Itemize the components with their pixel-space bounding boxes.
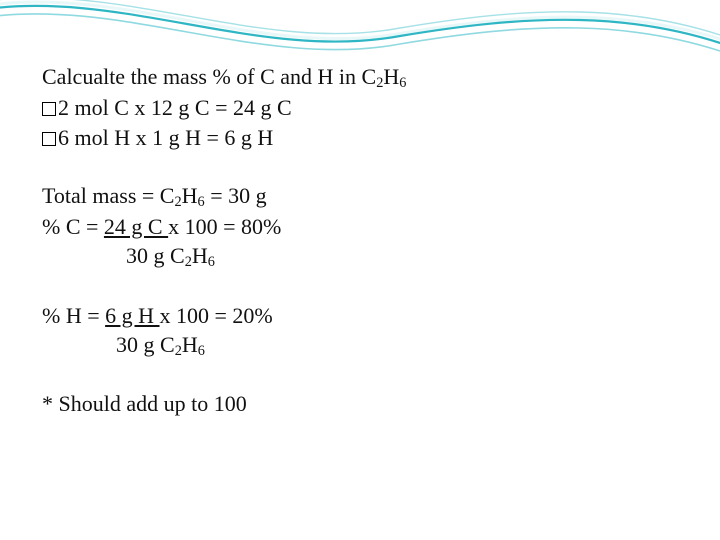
title-text-b: H [383, 64, 399, 89]
pctc-a: % C = [42, 214, 104, 239]
pcth-numerator: 6 g H [105, 303, 159, 328]
pct-h-denom-line: 30 g C2H6 [42, 330, 682, 361]
bullet-box-icon [42, 102, 56, 116]
pcth-denom-b: H [182, 332, 198, 357]
pctc-denom-a: 30 g C [126, 243, 185, 268]
sub-6: 6 [208, 254, 215, 270]
pct-h-line: % H = 6 g H x 100 = 20% [42, 301, 682, 331]
bullet-1-text: 2 mol C x 12 g C = 24 g C [58, 95, 292, 120]
pctc-denom-b: H [192, 243, 208, 268]
pcth-denom-a: 30 g C [116, 332, 175, 357]
total-c: = 30 g [205, 183, 267, 208]
pct-c-denom-line: 30 g C2H6 [42, 241, 682, 272]
pct-c-line: % C = 24 g C x 100 = 80% [42, 212, 682, 242]
bullet-line-2: 6 mol H x 1 g H = 6 g H [42, 123, 682, 153]
footnote-line: * Should add up to 100 [42, 389, 682, 419]
pcth-a: % H = [42, 303, 105, 328]
sub-2: 2 [174, 193, 181, 209]
title-text-a: Calcualte the mass % of C and H in C [42, 64, 376, 89]
sub-6: 6 [198, 193, 205, 209]
total-a: Total mass = C [42, 183, 174, 208]
footnote-text: * Should add up to 100 [42, 391, 247, 416]
total-b: H [182, 183, 198, 208]
bullet-box-icon [42, 132, 56, 146]
pcth-c: x 100 = 20% [160, 303, 273, 328]
pctc-numerator: 24 g C [104, 214, 168, 239]
sub-6: 6 [198, 343, 205, 359]
bullet-line-1: 2 mol C x 12 g C = 24 g C [42, 93, 682, 123]
sub-6: 6 [399, 75, 406, 91]
title-line: Calcualte the mass % of C and H in C2H6 [42, 62, 682, 93]
sub-2: 2 [175, 343, 182, 359]
sub-2: 2 [185, 254, 192, 270]
total-mass-line: Total mass = C2H6 = 30 g [42, 181, 682, 212]
bullet-2-text: 6 mol H x 1 g H = 6 g H [58, 125, 273, 150]
slide-content: Calcualte the mass % of C and H in C2H6 … [42, 62, 682, 419]
pctc-c: x 100 = 80% [168, 214, 281, 239]
